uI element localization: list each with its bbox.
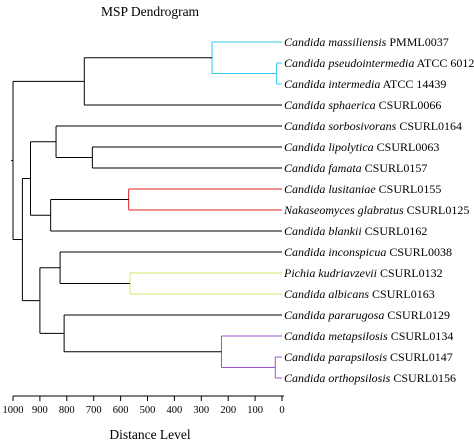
leaf-strain: CSURL0125 bbox=[404, 203, 470, 217]
leaf-strain: CSURL0157 bbox=[362, 161, 428, 175]
leaf-label: Pichia kudriavzevii CSURL0132 bbox=[283, 266, 443, 280]
leaf-label: Candida inconspicua CSURL0038 bbox=[284, 245, 452, 259]
leaf-label: Candida metapsilosis CSURL0134 bbox=[284, 329, 453, 343]
x-axis-title: Distance Level bbox=[109, 427, 191, 442]
leaf-strain: PMML0037 bbox=[386, 35, 448, 49]
leaf-taxon: Candida blankii bbox=[284, 224, 362, 238]
leaf-taxon: Candida massiliensis bbox=[284, 35, 387, 49]
leaf-strain: ATCC 14439 bbox=[380, 77, 446, 91]
leaf-label: Candida famata CSURL0157 bbox=[284, 161, 427, 175]
leaf-label: Candida albicans CSURL0163 bbox=[284, 287, 435, 301]
leaf-strain: ATCC 60126 bbox=[414, 56, 474, 70]
leaf-label: Candida orthopsilosis CSURL0156 bbox=[284, 371, 456, 385]
leaf-label: Candida sorbosivorans CSURL0164 bbox=[284, 119, 462, 133]
leaf-strain: CSURL0129 bbox=[384, 308, 450, 322]
leaf-labels: Candida massiliensis PMML0037 Candida pse… bbox=[283, 35, 474, 385]
leaf-label: Candida intermedia ATCC 14439 bbox=[284, 77, 446, 91]
x-tick-label: 200 bbox=[220, 405, 236, 416]
x-axis-ticks: 1000 900 800 700 600 500 400 300 200 100 0 bbox=[3, 396, 285, 416]
leaf-taxon: Nakaseomyces glabratus bbox=[283, 203, 404, 217]
leaf-strain: CSURL0163 bbox=[369, 287, 435, 301]
x-tick-label: 800 bbox=[59, 405, 75, 416]
x-tick-label: 600 bbox=[113, 405, 129, 416]
leaf-label: Nakaseomyces glabratus CSURL0125 bbox=[283, 203, 469, 217]
x-tick-label: 400 bbox=[167, 405, 183, 416]
leaf-label: Candida sphaerica CSURL0066 bbox=[284, 98, 441, 112]
leaf-taxon: Candida pseudointermedia bbox=[284, 56, 414, 70]
leaf-label: Candida pseudointermedia ATCC 60126 bbox=[284, 56, 474, 70]
x-tick-label: 900 bbox=[32, 405, 48, 416]
x-tick-label: 700 bbox=[86, 405, 102, 416]
dendrogram-branches bbox=[11, 41, 282, 379]
leaf-taxon: Candida lipolytica bbox=[284, 140, 374, 154]
figure-title: MSP Dendrogram bbox=[101, 4, 200, 19]
leaf-strain: CSURL0132 bbox=[377, 266, 443, 280]
leaf-taxon: Candida sphaerica bbox=[284, 98, 376, 112]
leaf-taxon: Candida orthopsilosis bbox=[284, 371, 391, 385]
x-tick-label: 300 bbox=[193, 405, 209, 416]
leaf-taxon: Candida sorbosivorans bbox=[284, 119, 397, 133]
x-tick-label: 500 bbox=[140, 405, 156, 416]
leaf-strain: CSURL0038 bbox=[386, 245, 452, 259]
leaf-taxon: Candida famata bbox=[284, 161, 362, 175]
leaf-strain: CSURL0155 bbox=[376, 182, 442, 196]
leaf-strain: CSURL0066 bbox=[376, 98, 442, 112]
leaf-label: Candida massiliensis PMML0037 bbox=[284, 35, 449, 49]
leaf-taxon: Candida inconspicua bbox=[284, 245, 386, 259]
leaf-strain: CSURL0147 bbox=[387, 350, 453, 364]
x-tick-label: 0 bbox=[279, 405, 284, 416]
leaf-label: Candida blankii CSURL0162 bbox=[284, 224, 427, 238]
leaf-taxon: Candida intermedia bbox=[284, 77, 380, 91]
leaf-label: Candida lusitaniae CSURL0155 bbox=[284, 182, 441, 196]
leaf-label: Candida parapsilosis CSURL0147 bbox=[284, 350, 453, 364]
leaf-taxon: Candida metapsilosis bbox=[284, 329, 388, 343]
leaf-taxon: Pichia kudriavzevii bbox=[283, 266, 377, 280]
leaf-strain: CSURL0134 bbox=[388, 329, 454, 343]
x-tick-label: 1000 bbox=[3, 405, 24, 416]
x-tick-label: 100 bbox=[247, 405, 263, 416]
leaf-label: Candida pararugosa CSURL0129 bbox=[284, 308, 450, 322]
leaf-strain: CSURL0164 bbox=[396, 119, 462, 133]
leaf-label: Candida lipolytica CSURL0063 bbox=[284, 140, 439, 154]
leaf-strain: CSURL0063 bbox=[374, 140, 440, 154]
leaf-taxon: Candida lusitaniae bbox=[284, 182, 376, 196]
leaf-taxon: Candida parapsilosis bbox=[284, 350, 387, 364]
leaf-strain: CSURL0156 bbox=[390, 371, 456, 385]
leaf-strain: CSURL0162 bbox=[362, 224, 428, 238]
leaf-taxon: Candida albicans bbox=[284, 287, 369, 301]
leaf-taxon: Candida pararugosa bbox=[284, 308, 384, 322]
